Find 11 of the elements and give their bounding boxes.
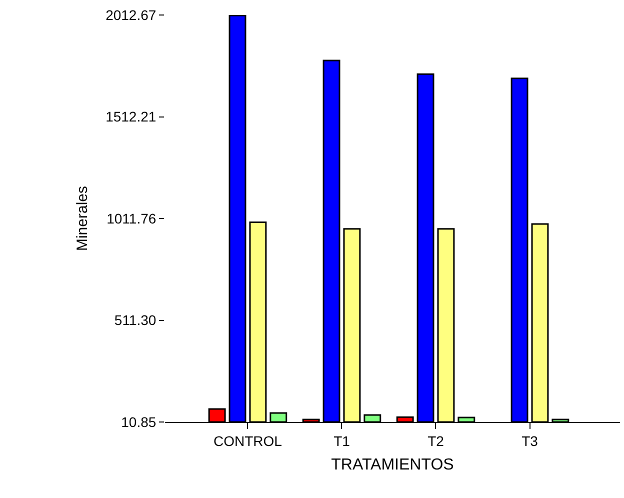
x-tick-label: CONTROL <box>214 432 282 449</box>
y-axis-title: Minerales <box>74 186 91 252</box>
x-axis-title: TRATAMIENTOS <box>331 456 454 474</box>
y-tick-label: 1512.21 <box>106 108 156 125</box>
y-tick-label: 2012.67 <box>106 6 156 23</box>
y-tick-label: 1011.76 <box>106 210 156 226</box>
y-tick-label: 10.85 <box>121 414 156 430</box>
x-tick-label: T1 <box>334 432 350 449</box>
x-tick-label: T2 <box>428 432 444 449</box>
x-tick-label: T3 <box>522 432 538 449</box>
y-tick-label: 511.30 <box>114 312 156 328</box>
